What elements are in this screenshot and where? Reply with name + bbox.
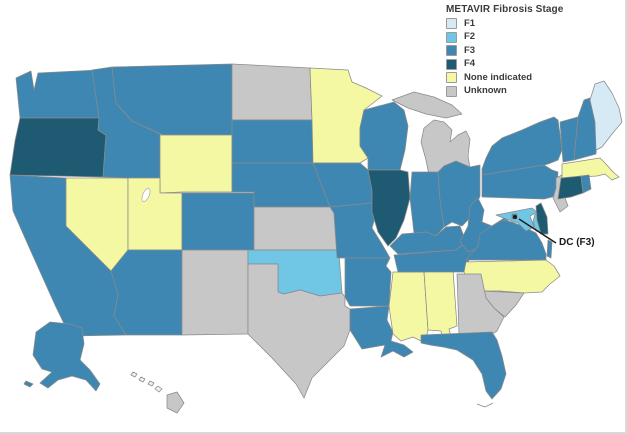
legend-label-unknown: Unknown [464,85,507,96]
legend-item-f4: F4 [446,58,563,70]
dc-annotation-line [518,218,557,244]
legend-item-f1: F1 [446,17,563,29]
state-north-dakota [231,63,313,121]
state-florida [420,331,507,400]
legend-swatch-unknown [446,85,457,97]
legend-label-none-indicated: None indicated [464,71,533,83]
legend-swatch-none-indicated [446,72,457,83]
state-maine [589,80,623,151]
legend-item-f3: F3 [446,44,563,56]
state-wisconsin [359,101,409,171]
dc-marker-dot [513,215,517,219]
state-south-dakota [231,119,316,164]
state-new-mexico [181,249,249,336]
legend-swatch-f3 [446,45,457,56]
state-hawaii [166,391,185,414]
legend-item-unknown: Unknown [446,85,563,97]
legend-label-f1: F1 [464,17,476,29]
legend-label-f3: F3 [464,44,476,56]
florida-keys [476,402,494,408]
hawaii-small-islands [130,371,163,393]
state-rhode-island [580,174,592,194]
legend-title: METAVIR Fibrosis Stage [446,4,564,15]
state-alaska [23,321,101,392]
legend-item-none-indicated: None indicated [446,71,563,83]
state-kansas [253,206,338,251]
state-illinois [367,169,411,247]
dc-annotation-label: DC (F3) [559,237,595,248]
state-north-carolina [463,259,561,294]
state-oregon [9,117,107,178]
state-alabama [423,269,458,344]
state-virginia [465,219,553,261]
legend-swatch-f4 [446,58,457,70]
state-mississippi [388,271,429,344]
legend: METAVIR Fibrosis Stage F1 F2 F3 F4 None … [446,4,564,97]
legend-label-f2: F2 [464,31,476,42]
state-delaware [535,202,549,235]
state-washington [15,69,100,119]
great-salt-lake [141,188,151,202]
state-arizona [110,249,183,336]
legend-item-f2: F2 [446,31,563,43]
legend-swatch-f2 [446,31,457,43]
legend-label-f4: F4 [464,58,476,69]
state-arkansas [344,257,392,307]
state-connecticut [557,175,584,200]
legend-swatch-f1 [446,18,457,29]
state-colorado [181,192,255,251]
state-michigan [391,91,471,181]
state-louisiana [349,305,414,358]
state-wyoming [159,134,233,194]
